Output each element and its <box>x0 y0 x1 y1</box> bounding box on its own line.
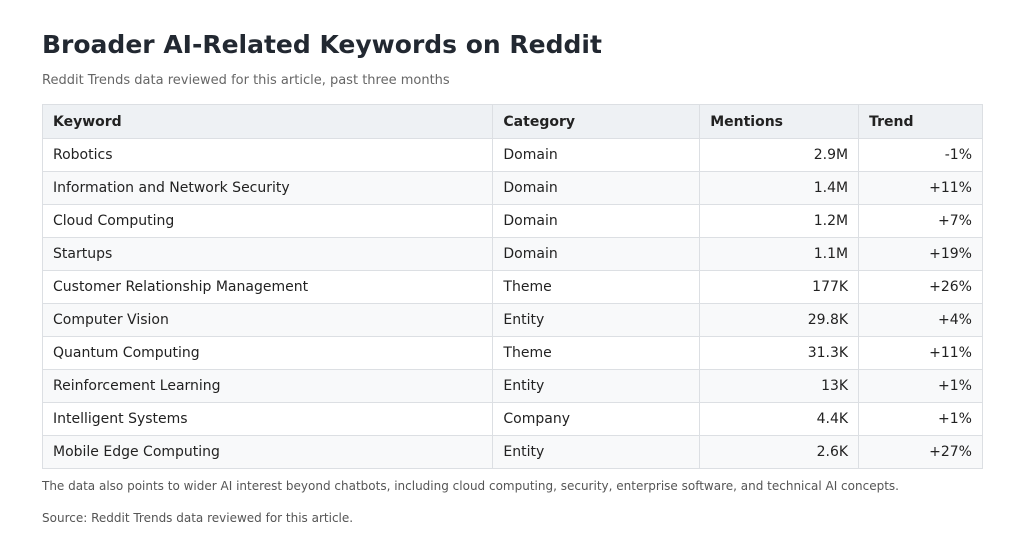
table-cell: +7% <box>858 204 983 238</box>
table-cell: Theme <box>492 270 701 304</box>
table-cell: -1% <box>858 138 983 172</box>
table-cell: 13K <box>699 369 860 403</box>
table-cell: +1% <box>858 402 983 436</box>
table-cell: Domain <box>492 204 701 238</box>
table-cell: Startups <box>41 237 494 271</box>
table-row: Mobile Edge Computing Entity 2.6K +27% <box>41 435 983 469</box>
table-cell: +11% <box>858 336 983 370</box>
table-row: Customer Relationship Management Theme 177… <box>41 270 983 304</box>
table-cell: Robotics <box>41 138 494 172</box>
table-cell: 4.4K <box>699 402 860 436</box>
column-header: Mentions <box>699 104 860 139</box>
subtitle: Reddit Trends data reviewed for this art… <box>42 73 450 88</box>
table-header: Keyword Category Mentions Trend <box>41 104 983 139</box>
table-row: Reinforcement Learning Entity 13K +1% <box>41 369 983 403</box>
table-cell: +1% <box>858 369 983 403</box>
table-cell: Theme <box>492 336 701 370</box>
table-cell: Entity <box>492 303 701 337</box>
table-cell: +4% <box>858 303 983 337</box>
table-cell: 1.2M <box>699 204 860 238</box>
table-row: Intelligent Systems Company 4.4K +1% <box>41 402 983 436</box>
table-cell: Domain <box>492 237 701 271</box>
table-cell: Customer Relationship Management <box>41 270 494 304</box>
table-cell: 1.1M <box>699 237 860 271</box>
table-cell: Mobile Edge Computing <box>41 435 494 469</box>
table-cell: Reinforcement Learning <box>41 369 494 403</box>
table-cell: Company <box>492 402 701 436</box>
table-cell: Quantum Computing <box>41 336 494 370</box>
table-row: Information and Network Security Domain 1.… <box>41 171 983 205</box>
table-cell: Domain <box>492 171 701 205</box>
column-header: Keyword <box>41 104 494 139</box>
table-cell: 1.4M <box>699 171 860 205</box>
table-cell: Domain <box>492 138 701 172</box>
table-cell: +19% <box>858 237 983 271</box>
table-cell: Entity <box>492 369 701 403</box>
table-cell: Entity <box>492 435 701 469</box>
note: The data also points to wider AI interes… <box>42 479 899 493</box>
table-row: Robotics Domain 2.9M -1% <box>41 138 983 172</box>
column-header: Trend <box>858 104 983 139</box>
table-cell: +27% <box>858 435 983 469</box>
table-cell: 29.8K <box>699 303 860 337</box>
table-cell: +11% <box>858 171 983 205</box>
table-row: Cloud Computing Domain 1.2M +7% <box>41 204 983 238</box>
table-cell: Intelligent Systems <box>41 402 494 436</box>
table-cell: Information and Network Security <box>41 171 494 205</box>
title: Broader AI-Related Keywords on Reddit <box>42 30 602 59</box>
table-cell: 2.9M <box>699 138 860 172</box>
table-row: Quantum Computing Theme 31.3K +11% <box>41 336 983 370</box>
header-row: Keyword Category Mentions Trend <box>41 104 983 139</box>
table-row: Computer Vision Entity 29.8K +4% <box>41 303 983 337</box>
data-table: Keyword Category Mentions Trend Robotics Dom… <box>41 104 983 469</box>
source: Source: Reddit Trends data reviewed for … <box>42 511 354 525</box>
table-body: Robotics Domain 2.9M -1% Information and Net… <box>41 138 983 469</box>
table-cell: Cloud Computing <box>41 204 494 238</box>
column-header: Category <box>492 104 701 139</box>
table-cell: Computer Vision <box>41 303 494 337</box>
table-cell: 177K <box>699 270 860 304</box>
table-row: Startups Domain 1.1M +19% <box>41 237 983 271</box>
table-cell: 31.3K <box>699 336 860 370</box>
table-cell: +26% <box>858 270 983 304</box>
table-cell: 2.6K <box>699 435 860 469</box>
